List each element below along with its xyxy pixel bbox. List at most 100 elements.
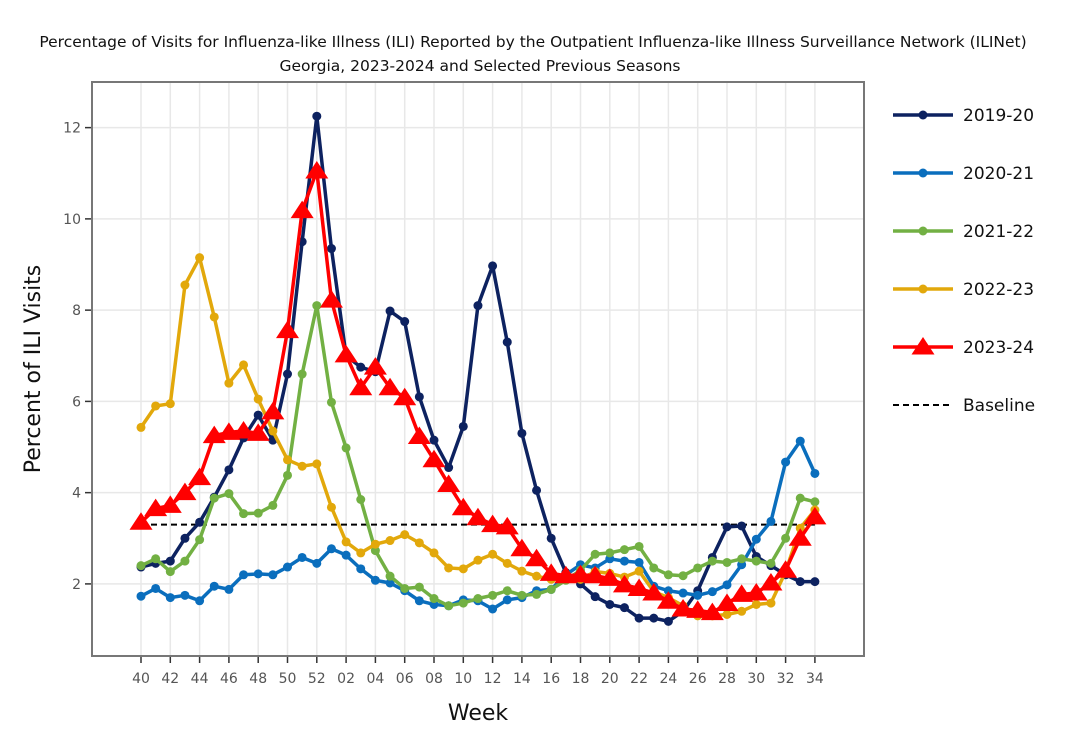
data-point-2023-24 xyxy=(232,421,256,439)
data-point-2023-24 xyxy=(612,574,636,593)
data-point-2022-23 xyxy=(312,459,322,469)
data-point-2023-24 xyxy=(686,600,710,618)
data-point-2021-22 xyxy=(722,557,732,567)
data-point-2021-22 xyxy=(795,493,805,503)
legend-label: 2020-21 xyxy=(963,164,1034,184)
data-point-2023-24 xyxy=(246,423,270,441)
data-point-2020-21 xyxy=(795,436,805,446)
data-point-2021-22 xyxy=(810,497,820,507)
data-point-2022-23 xyxy=(532,571,542,581)
legend-item-baseline: Baseline xyxy=(893,396,1035,416)
grid-layer xyxy=(92,82,864,656)
y-tick-label: 2 xyxy=(72,577,81,593)
series-2021-22 xyxy=(136,301,820,611)
data-point-2021-22 xyxy=(414,582,424,592)
data-point-2019-20 xyxy=(532,485,542,495)
data-point-2019-20 xyxy=(502,337,512,347)
legend-label: 2022-23 xyxy=(963,280,1034,300)
data-point-2021-22 xyxy=(502,586,512,596)
data-point-2020-21 xyxy=(136,591,146,601)
data-point-2019-20 xyxy=(546,533,556,543)
data-point-2020-21 xyxy=(634,557,644,567)
data-point-2022-23 xyxy=(722,609,732,619)
data-point-2023-24 xyxy=(319,290,343,308)
data-point-2022-23 xyxy=(429,548,439,558)
data-point-2023-24 xyxy=(700,602,724,621)
data-point-2023-24 xyxy=(539,563,563,581)
data-point-2022-23 xyxy=(370,539,380,549)
data-point-2020-21 xyxy=(268,570,278,580)
legend-label: Baseline xyxy=(963,396,1035,416)
data-point-2022-23 xyxy=(209,312,219,322)
data-point-2019-20 xyxy=(605,599,615,609)
data-point-2022-23 xyxy=(517,566,527,576)
data-point-2020-21 xyxy=(195,596,205,606)
data-point-2023-24 xyxy=(466,507,490,526)
data-point-2020-21 xyxy=(766,516,776,526)
data-point-2019-20 xyxy=(312,111,322,121)
x-tick-label: 32 xyxy=(777,671,795,687)
x-tick-label: 48 xyxy=(249,671,267,687)
legend: 2019-20 2020-21 2021-22 2022-23 2023-24 Basel… xyxy=(893,106,1035,416)
data-point-2020-21 xyxy=(502,595,512,605)
data-point-2019-20 xyxy=(385,306,395,316)
data-point-2023-24 xyxy=(627,578,651,596)
data-point-2022-23 xyxy=(224,378,234,388)
data-point-2019-20 xyxy=(634,613,644,623)
y-axis-title: Percent of ILI Visits xyxy=(21,265,46,474)
y-tick-label: 6 xyxy=(72,394,81,410)
data-point-2023-24 xyxy=(422,449,446,468)
data-point-2020-21 xyxy=(385,578,395,588)
data-point-2021-22 xyxy=(400,583,410,593)
data-point-2019-20 xyxy=(810,577,820,587)
data-point-2022-23 xyxy=(253,394,263,404)
data-point-2021-22 xyxy=(488,590,498,600)
legend-item-2020-21: 2020-21 xyxy=(893,164,1034,184)
data-point-2022-23 xyxy=(297,461,307,471)
data-point-2021-22 xyxy=(678,571,688,581)
data-point-2023-24 xyxy=(671,599,695,617)
data-point-2019-20 xyxy=(722,522,732,532)
data-point-2021-22 xyxy=(239,509,249,519)
data-point-2023-24 xyxy=(407,426,431,445)
data-point-2023-24 xyxy=(393,387,417,406)
data-point-2022-23 xyxy=(488,549,498,559)
data-point-2023-24 xyxy=(788,528,812,546)
data-point-2022-23 xyxy=(414,538,424,548)
data-point-2020-21 xyxy=(722,580,732,590)
x-tick-label: 26 xyxy=(689,671,707,687)
x-tick-label: 06 xyxy=(396,671,414,687)
legend-item-2019-20: 2019-20 xyxy=(893,106,1034,126)
data-point-2023-24 xyxy=(437,474,461,492)
legend-swatch-marker xyxy=(911,337,935,355)
data-point-2019-20 xyxy=(663,616,673,626)
data-point-2023-24 xyxy=(290,200,314,219)
legend-item-2023-24: 2023-24 xyxy=(893,337,1034,358)
data-point-2019-20 xyxy=(649,613,659,623)
data-point-2019-20 xyxy=(517,428,527,438)
data-point-2019-20 xyxy=(224,465,234,475)
data-point-2022-23 xyxy=(385,536,395,546)
data-point-2023-24 xyxy=(334,344,358,363)
data-point-2023-24 xyxy=(481,514,505,533)
data-point-2021-22 xyxy=(341,443,351,453)
data-point-2023-24 xyxy=(656,591,680,609)
data-point-2021-22 xyxy=(693,563,703,573)
x-tick-label: 50 xyxy=(279,671,297,687)
data-point-2021-22 xyxy=(312,301,322,311)
y-axis: 2 4 6 8 10 12 xyxy=(63,121,91,593)
data-point-2020-21 xyxy=(781,457,791,467)
data-point-2019-20 xyxy=(180,533,190,543)
x-tick-label: 42 xyxy=(161,671,179,687)
data-point-2021-22 xyxy=(619,545,629,555)
data-point-2021-22 xyxy=(253,508,263,518)
data-point-2022-23 xyxy=(751,599,761,609)
x-tick-label: 04 xyxy=(366,671,384,687)
data-point-2020-21 xyxy=(151,583,161,593)
data-point-2021-22 xyxy=(605,548,615,558)
data-point-2020-21 xyxy=(663,586,673,596)
data-point-2022-23 xyxy=(283,455,292,465)
data-point-2022-23 xyxy=(766,598,776,608)
data-point-2022-23 xyxy=(400,530,410,540)
